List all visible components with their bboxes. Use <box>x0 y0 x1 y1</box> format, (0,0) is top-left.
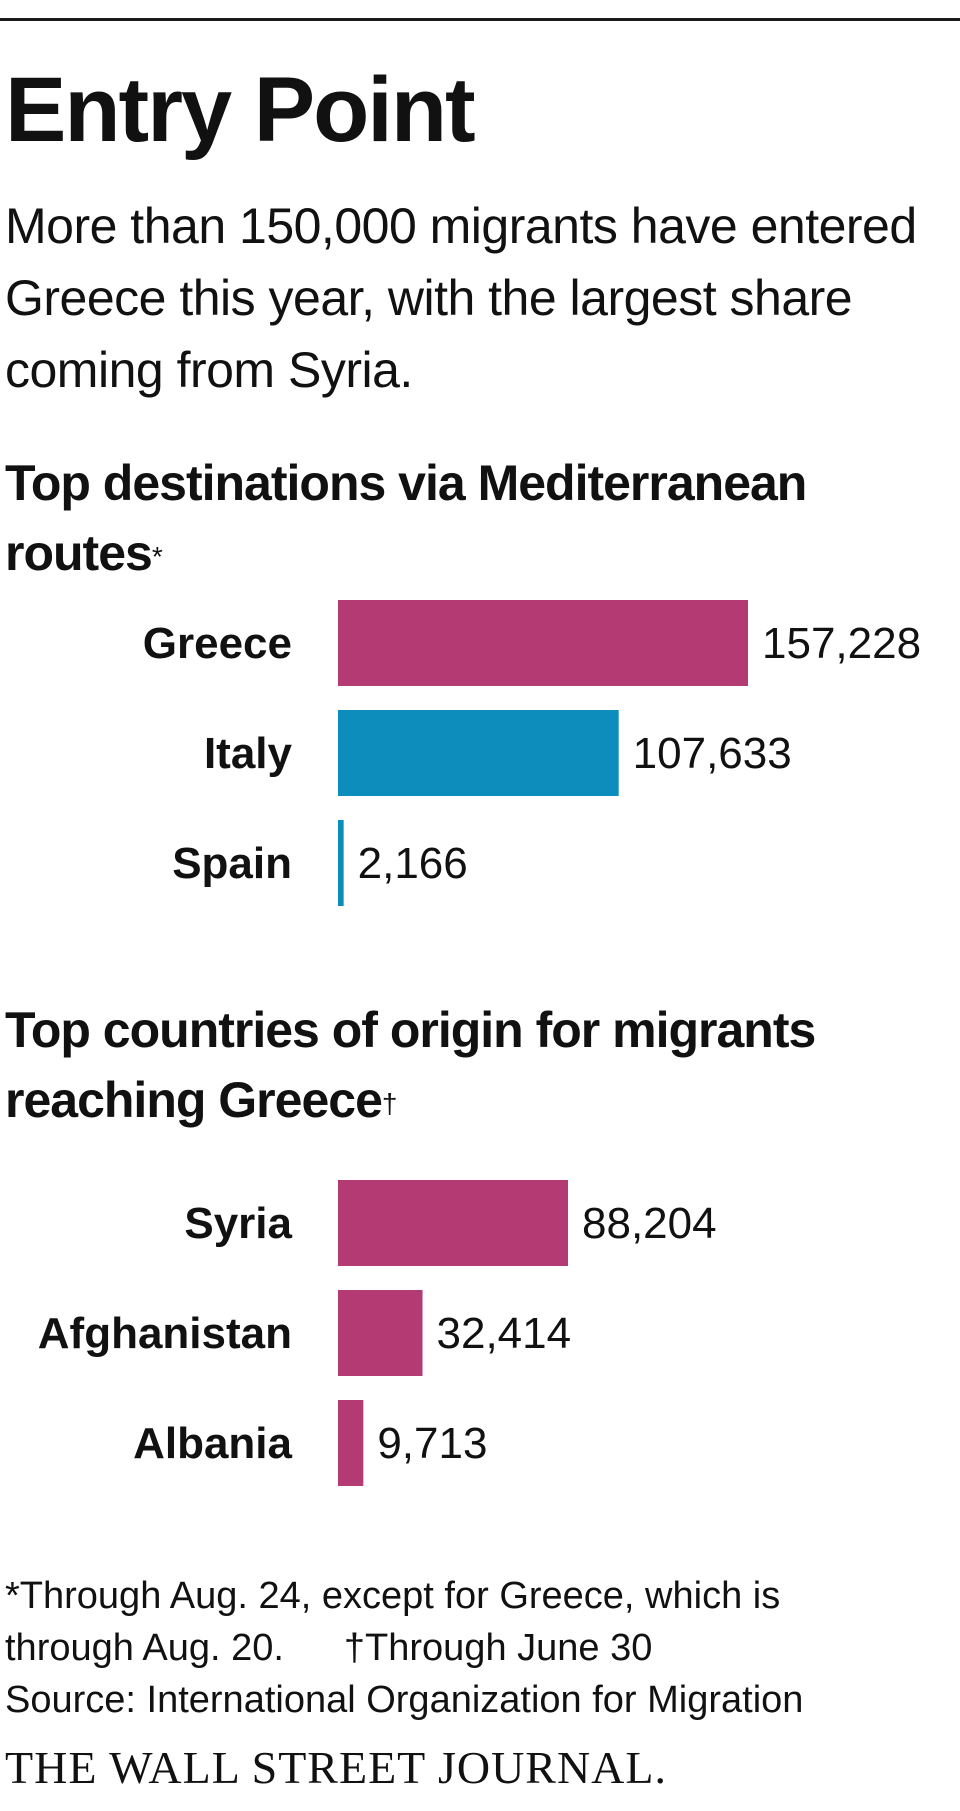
chart2-title-text: Top countries of origin for migrants rea… <box>5 1002 816 1128</box>
top-rule <box>0 18 960 21</box>
value-label-spain: 2,166 <box>358 839 468 888</box>
value-label-italy: 107,633 <box>633 729 792 778</box>
value-label-afghanistan: 32,414 <box>437 1309 572 1358</box>
footnote-1: *Through Aug. 24, except for Greece, whi… <box>5 1575 781 1617</box>
chart1-title: Top destinations via Mediterranean route… <box>5 448 955 588</box>
destinations-bar-chart: Greece 157,228 Italy 107,633 Spain 2,166 <box>143 600 921 906</box>
bar-italy <box>338 710 619 796</box>
category-label-greece: Greece <box>143 619 292 668</box>
subtitle: More than 150,000 migrants have entered … <box>5 198 917 398</box>
value-label-albania: 9,713 <box>377 1419 487 1468</box>
category-label-syria: Syria <box>184 1199 292 1248</box>
bar-greece <box>338 600 748 686</box>
chart1-title-text: Top destinations via Mediterranean route… <box>5 455 807 581</box>
category-label-spain: Spain <box>172 839 292 888</box>
chart2-title-marker: † <box>381 1088 398 1119</box>
value-label-greece: 157,228 <box>762 619 921 668</box>
chart1-title-marker: * <box>151 541 163 572</box>
value-label-syria: 88,204 <box>582 1199 717 1248</box>
category-label-afghanistan: Afghanistan <box>38 1309 292 1358</box>
origins-bar-chart: Syria 88,204 Afghanistan 32,414 Albania 9,713 <box>38 1180 717 1486</box>
category-label-albania: Albania <box>133 1419 292 1468</box>
chart2-title: Top countries of origin for migrants rea… <box>5 995 955 1135</box>
footnote-2: through Aug. 20. †Through June 30 <box>5 1622 960 1674</box>
bar-spain <box>338 820 344 906</box>
footnote-2a: through Aug. 20. <box>5 1627 284 1669</box>
source-note: Source: International Organization for M… <box>5 1679 804 1721</box>
page-title: Entry Point <box>5 59 476 161</box>
footnote-2b: †Through June 30 <box>343 1627 653 1669</box>
bar-afghanistan <box>338 1290 423 1376</box>
publisher-logo: THE WALL STREET JOURNAL. <box>5 1742 668 1793</box>
category-label-italy: Italy <box>204 729 293 778</box>
bar-albania <box>338 1400 364 1486</box>
bar-syria <box>338 1180 569 1266</box>
